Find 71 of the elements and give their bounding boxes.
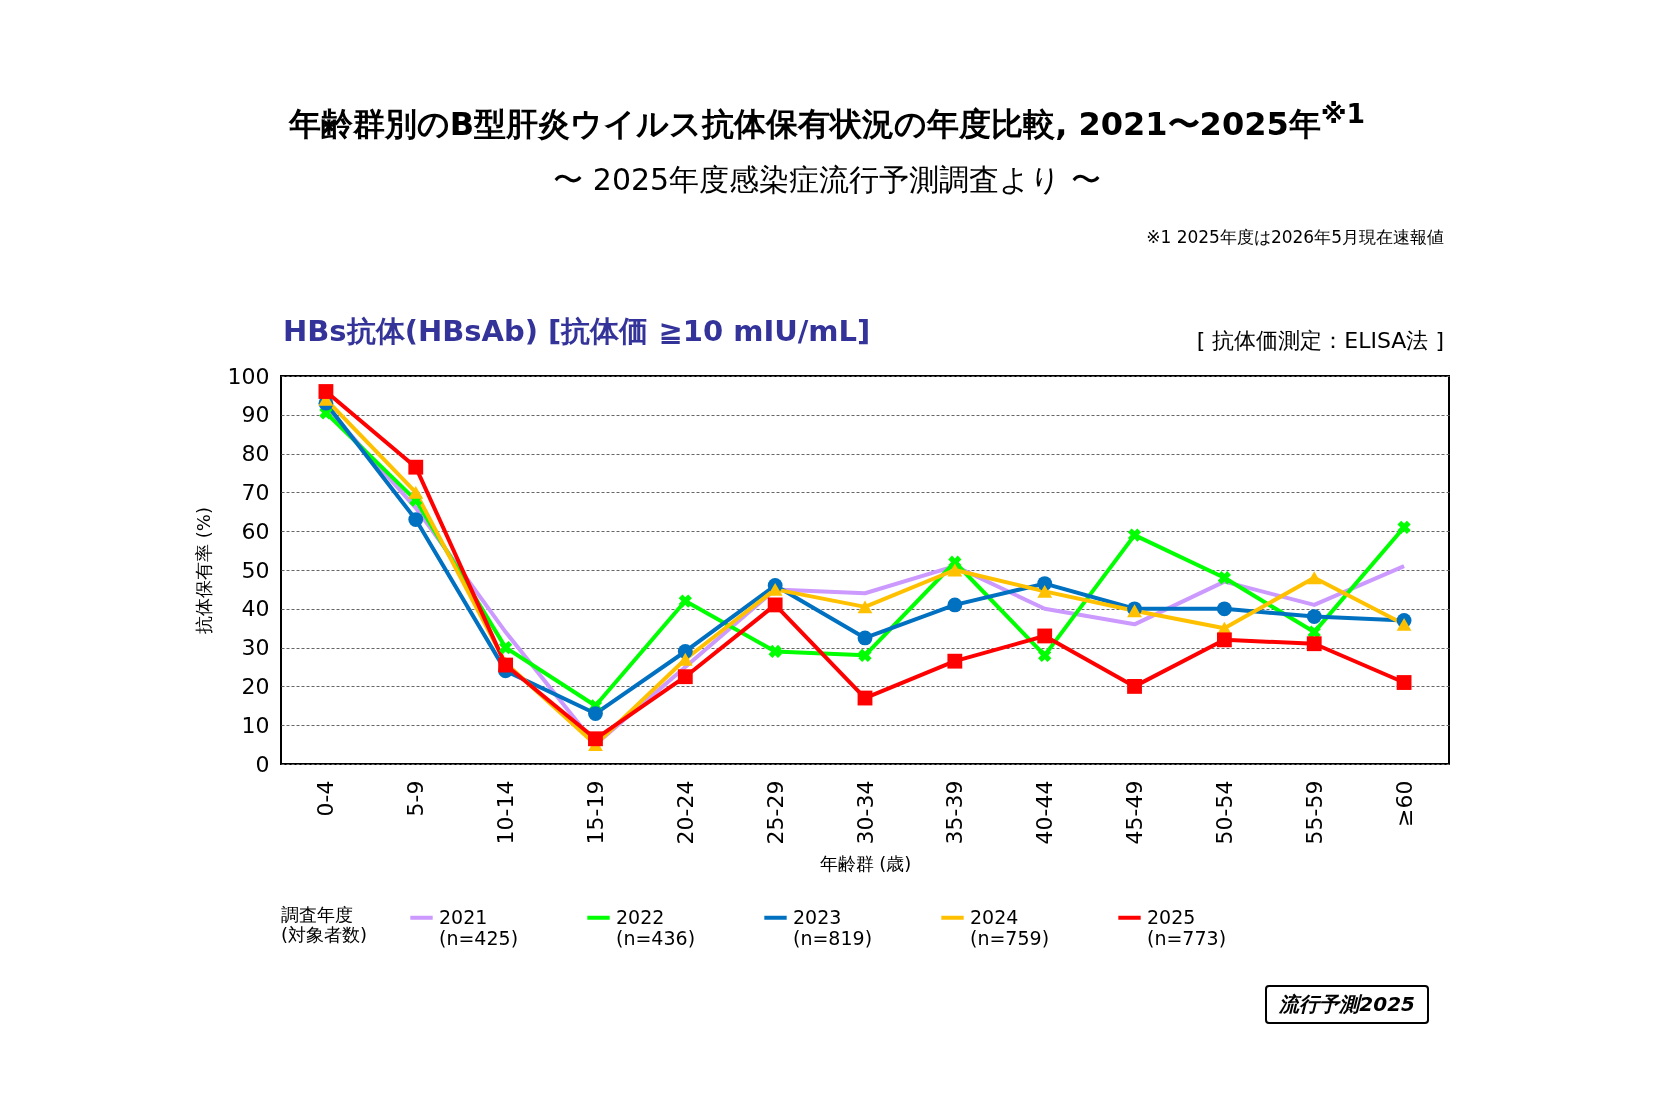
point xyxy=(1216,632,1232,648)
point xyxy=(318,384,334,399)
text: 流行予測2025 xyxy=(1265,985,1429,1024)
y-axis-title: 抗体保有率 (%) xyxy=(192,507,214,634)
point xyxy=(947,597,963,613)
y-tick-label: 50 xyxy=(241,557,270,583)
x-tick-label: 10-14 xyxy=(493,780,519,845)
x-tick-label: 45-49 xyxy=(1122,780,1148,845)
y-tick-label: 100 xyxy=(227,363,270,389)
y-tick-label: 90 xyxy=(241,402,270,428)
point xyxy=(1038,648,1052,662)
y-tick-label: 60 xyxy=(241,518,270,544)
text: ※1 2025年度は2026年5月現在速報値 xyxy=(1146,226,1444,249)
point xyxy=(858,648,872,662)
point xyxy=(408,485,424,499)
x-tick-label: 35-39 xyxy=(942,780,968,845)
legend-label: 2024 (n=759) xyxy=(970,905,1050,949)
point xyxy=(678,594,692,608)
point xyxy=(947,653,963,669)
legend-label: 2022 (n=436) xyxy=(616,905,696,949)
point xyxy=(1127,528,1142,542)
point xyxy=(1397,520,1411,534)
y-tick-label: 10 xyxy=(241,712,270,738)
x-tick-label: ≥60 xyxy=(1391,780,1417,827)
x-tick-label: 30-34 xyxy=(852,780,878,845)
y-tick-label: 30 xyxy=(241,635,270,661)
legend-label: 2023 (n=819) xyxy=(793,905,873,949)
x-tick-label: 5-9 xyxy=(403,780,429,817)
point xyxy=(947,563,963,577)
chart-subtitle: 〜 2025年度感染症流行予測調査より 〜 xyxy=(552,161,1102,199)
chart-title: 年齢群別のB型肝炎ウイルス抗体保有状況の年度比較, 2021〜2025年$^{※1}$ xyxy=(287,98,1367,145)
x-tick-label: 40-44 xyxy=(1032,780,1058,845)
point xyxy=(1306,571,1322,585)
text: HBs抗体(HBsAb) [抗体価 ≧10 mIU/mL] xyxy=(283,313,871,350)
x-tick-label: 0-4 xyxy=(313,780,339,817)
point xyxy=(768,644,782,659)
legend-label: 2025 (n=773) xyxy=(1147,905,1227,949)
point xyxy=(588,731,603,747)
y-tick-label: 0 xyxy=(255,751,270,777)
point xyxy=(1306,609,1322,624)
legend-label: 2021 (n=425) xyxy=(439,905,519,949)
point xyxy=(1216,601,1232,617)
x-tick-label: 50-54 xyxy=(1211,780,1237,845)
point xyxy=(857,630,873,646)
point xyxy=(408,512,424,527)
point xyxy=(1396,675,1412,690)
point xyxy=(857,600,873,614)
x-tick-label: 15-19 xyxy=(582,780,608,845)
point xyxy=(1396,617,1412,631)
x-tick-label: 20-24 xyxy=(672,780,698,845)
y-tick-label: 20 xyxy=(241,673,270,699)
point xyxy=(677,652,693,666)
point xyxy=(1127,678,1142,694)
point xyxy=(948,555,962,569)
x-tick-label: 25-29 xyxy=(762,780,788,845)
x-axis-title: 年齢群 (歳) xyxy=(819,853,912,875)
point xyxy=(498,640,513,655)
point xyxy=(408,459,424,475)
point xyxy=(677,669,693,685)
y-tick-label: 70 xyxy=(241,479,270,505)
point xyxy=(767,597,783,613)
y-tick-label: 40 xyxy=(241,596,270,622)
text: [ 抗体価測定：ELISA法 ] xyxy=(1196,327,1444,355)
x-tick-label: 55-59 xyxy=(1301,780,1327,845)
legend-title: 調査年度 (対象者数) xyxy=(281,904,368,945)
point xyxy=(1306,636,1322,652)
point xyxy=(1217,571,1232,585)
y-tick-label: 80 xyxy=(241,441,270,467)
point xyxy=(1037,628,1053,644)
point xyxy=(1037,584,1053,598)
point xyxy=(588,706,603,721)
